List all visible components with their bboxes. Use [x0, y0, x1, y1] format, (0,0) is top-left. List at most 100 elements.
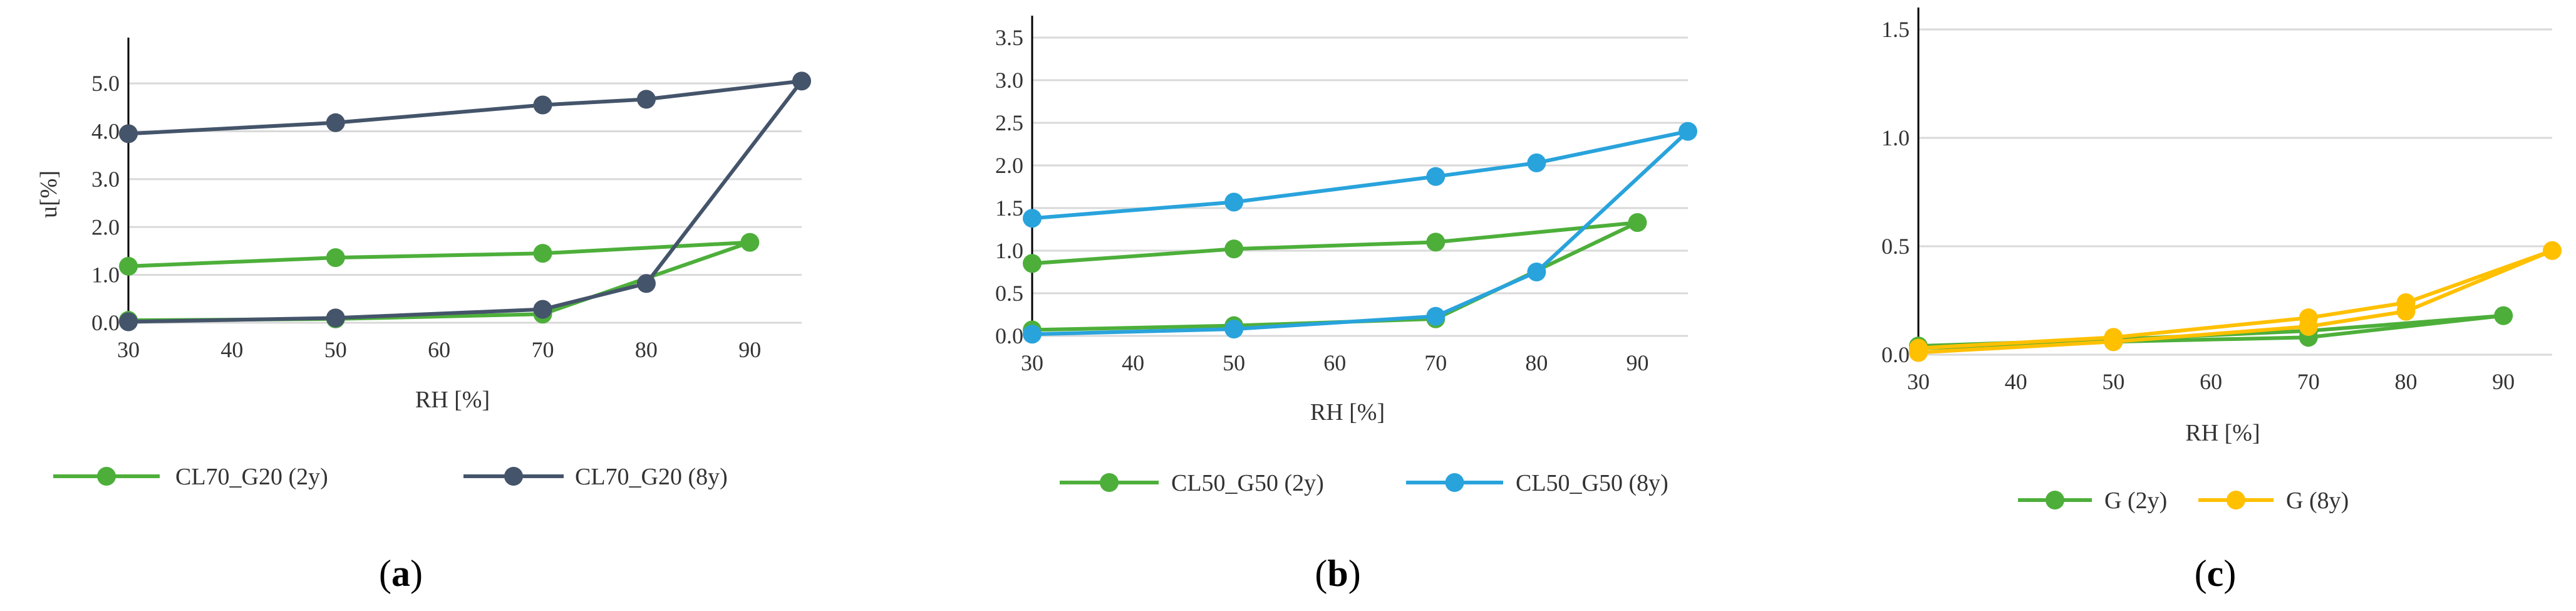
chart-c-xtick-label: 50 — [2102, 369, 2124, 394]
chart-a-xtick-label: 60 — [428, 337, 450, 362]
chart-c-series-2-point — [1909, 343, 1928, 362]
chart-a-ytick-label: 2.0 — [91, 214, 120, 239]
chart-c-series-2-point — [2543, 241, 2562, 260]
chart-b-ytick-label: 2.5 — [995, 110, 1023, 135]
chart-a-xticks: 30 40 50 60 70 80 90 — [117, 337, 761, 362]
chart-a-series-line-2 — [128, 79, 804, 324]
chart-c-xtick-label: 80 — [2394, 369, 2417, 394]
chart-c-series-2-point — [2299, 317, 2318, 337]
chart-a-ytick-label: 5.0 — [91, 71, 120, 96]
chart-b-ytick-label: 2.0 — [995, 153, 1023, 178]
chart-b-xtick-label: 30 — [1021, 350, 1043, 375]
chart-b-xtick-label: 80 — [1525, 350, 1548, 375]
chart-a-series-2-point — [533, 95, 552, 115]
chart-c-xticks: 30 40 50 60 70 80 90 — [1907, 369, 2515, 394]
chart-b-series-1-point — [1224, 239, 1244, 259]
chart-a-series-2-point — [326, 113, 345, 132]
chart-b-xtick-label: 50 — [1223, 350, 1245, 375]
chart-b-series-2-point — [1224, 192, 1244, 212]
chart-a-legend-marker-1 — [97, 467, 116, 486]
chart-a-ytick-label: 1.0 — [91, 263, 120, 288]
chart-a-series-2-point — [119, 124, 138, 144]
chart-b-legend-label-2: CL50_G50 (8y) — [1516, 470, 1668, 496]
chart-a-series-1-point — [119, 256, 138, 276]
chart-a-series-1-point — [740, 232, 760, 252]
chart-a-xtick-label: 30 — [117, 337, 140, 362]
chart-a-xtick-label: 80 — [635, 337, 658, 362]
chart-c-xtick-label: 60 — [2200, 369, 2222, 394]
chart-b-grid — [1032, 36, 1688, 337]
chart-b-xtick-label: 40 — [1122, 350, 1144, 375]
panel-label-a-letter: a — [391, 553, 410, 594]
chart-c-legend-marker-2 — [2227, 491, 2245, 509]
chart-b-ytick-label: 3.5 — [995, 25, 1023, 50]
chart-c-xtick-label: 70 — [2297, 369, 2320, 394]
chart-c-grid — [1918, 28, 2552, 356]
chart-c-series-2-point — [2104, 332, 2123, 352]
chart-b-legend-label-1: CL50_G50 (2y) — [1171, 470, 1324, 496]
chart-b-ytick-label: 1.5 — [995, 196, 1023, 221]
chart-a-grid — [128, 82, 802, 324]
chart-a-series-2-point — [326, 308, 345, 328]
chart-c-legend-label-2: G (8y) — [2286, 488, 2349, 514]
chart-b-legend: CL50_G50 (2y) CL50_G50 (8y) — [1060, 470, 1668, 496]
chart-a-ytick-label: 3.0 — [91, 167, 120, 192]
chart-a-xtick-label: 70 — [532, 337, 554, 362]
panel-label-c: (c) — [2195, 553, 2237, 594]
chart-b-series-2-point — [1679, 122, 1697, 141]
chart-a-ytick-label: 0.0 — [91, 310, 120, 335]
chart-a-series-line-1 — [128, 240, 752, 323]
chart-a-legend-marker-2 — [504, 467, 523, 486]
chart-b-xticks: 30 40 50 60 70 80 90 — [1021, 350, 1648, 375]
chart-a-xtick-label: 90 — [738, 337, 761, 362]
chart-c-x-axis-title: RH [%] — [2185, 420, 2260, 446]
chart-a-series-2-point — [792, 71, 811, 91]
chart-b-series-2-point — [1426, 167, 1446, 186]
chart-b-series-2-point — [1224, 320, 1244, 339]
chart-a-y-axis-title: u[%] — [36, 170, 62, 218]
chart-a-series-2-point — [636, 90, 656, 109]
chart-a-series — [119, 71, 811, 332]
panel-label-b-letter: b — [1327, 553, 1348, 594]
chart-b-ytick-label: 0.5 — [995, 281, 1023, 306]
chart-a-series-2-point — [119, 312, 138, 332]
chart-c-legend-label-1: G (2y) — [2104, 488, 2167, 514]
chart-b-series-1-point — [1426, 232, 1446, 252]
chart-c: 0.0 0.5 1.0 1.5 30 40 50 60 70 80 90 RH [%] G (2y… — [1881, 8, 2562, 514]
chart-b-series-1-point — [1023, 254, 1042, 273]
chart-a-xtick-label: 50 — [324, 337, 347, 362]
panel-label-a: (a) — [379, 553, 423, 594]
chart-a-series-1-point — [533, 244, 552, 263]
chart-c-xtick-label: 30 — [1907, 369, 1930, 394]
chart-a-series-2-point — [636, 274, 656, 293]
chart-c-legend: G (2y) G (8y) — [2018, 488, 2349, 514]
chart-b-series-2-point — [1426, 306, 1446, 326]
chart-b-series-2-point — [1023, 325, 1042, 344]
chart-c-series-2-point — [2396, 301, 2416, 321]
chart-a-series-2-point — [533, 300, 552, 319]
chart-a-x-axis-title: RH [%] — [415, 387, 490, 413]
panel-label-c-letter: c — [2207, 553, 2224, 594]
chart-c-ytick-label: 1.0 — [1881, 125, 1910, 150]
chart-b-series-line-1 — [1032, 221, 1640, 332]
chart-b-xtick-label: 90 — [1626, 350, 1648, 375]
chart-b-xtick-label: 60 — [1323, 350, 1346, 375]
chart-a-legend-label-2: CL70_G20 (8y) — [575, 464, 728, 490]
chart-a-legend: CL70_G20 (2y) CL70_G20 (8y) — [53, 464, 728, 490]
chart-a-yticks: 0.0 1.0 2.0 3.0 4.0 5.0 — [91, 71, 120, 335]
chart-b: 0.00.51.01.52.02.53.03.5 30 40 50 60 70 80 90 … — [995, 16, 1697, 496]
chart-a-series-1-point — [326, 248, 345, 268]
chart-b-series-line-2 — [1032, 129, 1690, 337]
chart-a-xtick-label: 40 — [220, 337, 243, 362]
chart-b-series-1-point — [1628, 213, 1647, 232]
chart-b-ytick-label: 3.0 — [995, 68, 1023, 93]
chart-c-series-1-point — [2494, 306, 2513, 325]
chart-c-legend-marker-1 — [2046, 491, 2064, 509]
chart-b-series — [1023, 122, 1697, 344]
chart-c-xtick-label: 40 — [2005, 369, 2027, 394]
chart-b-x-axis-title: RH [%] — [1310, 399, 1385, 426]
chart-b-series-2-point — [1023, 209, 1042, 228]
chart-a: 0.0 1.0 2.0 3.0 4.0 5.0 30 40 50 60 70 80 90 RH [%]… — [36, 38, 811, 490]
chart-b-ytick-label: 0.0 — [995, 323, 1023, 348]
